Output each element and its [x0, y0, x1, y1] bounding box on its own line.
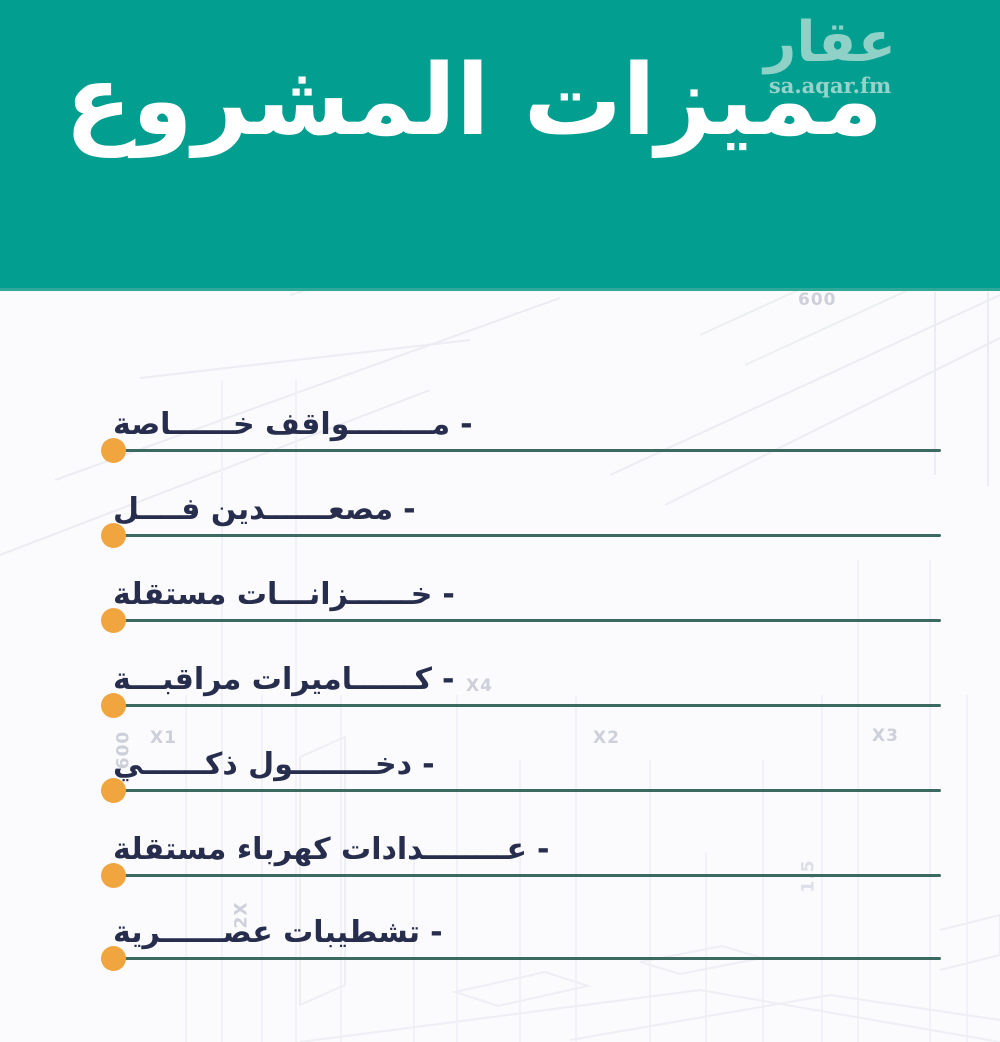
- feature-dash: -: [442, 577, 455, 612]
- feature-dash: -: [537, 832, 550, 867]
- feature-dash: -: [430, 915, 443, 950]
- feature-label: كــــــاميرات مراقبـــة: [113, 662, 432, 697]
- feature-label-row: -كــــــاميرات مراقبـــة: [113, 658, 941, 702]
- dimension-label: X1: [150, 728, 177, 748]
- bullet-dot: [101, 608, 126, 633]
- bullet-dot: [101, 523, 126, 548]
- feature-label: مصعــــــدين فــــل: [113, 492, 394, 527]
- bullet-dot: [101, 693, 126, 718]
- feature-label: عــــــــدادات كهرباء مستقلة: [113, 832, 528, 867]
- feature-item: -تشطيبات عصــــــرية: [101, 911, 941, 971]
- bullet-dot: [101, 946, 126, 971]
- feature-label: خــــــزانـــات مستقلة: [113, 577, 433, 612]
- feature-label-row: -دخــــــــول ذكــــــي: [113, 743, 941, 787]
- feature-dash: -: [403, 492, 416, 527]
- aqar-logo-text: عقار: [764, 10, 896, 75]
- feature-label: مــــــــواقف خــــــاصة: [113, 407, 451, 442]
- dimension-label: X4: [466, 676, 493, 696]
- feature-dash: -: [422, 747, 435, 782]
- feature-label: دخــــــــول ذكــــــي: [113, 747, 413, 782]
- feature-item: -خــــــزانـــات مستقلة: [101, 573, 941, 633]
- feature-line: [101, 608, 941, 633]
- feature-line: [101, 946, 941, 971]
- feature-dash: -: [441, 662, 455, 697]
- page-title: مميزات المشروع: [64, 44, 884, 158]
- feature-item: -مصعــــــدين فــــل: [101, 488, 941, 548]
- feature-item: -كــــــاميرات مراقبـــة: [101, 658, 941, 718]
- feature-label-row: -مصعــــــدين فــــل: [113, 488, 941, 532]
- header-banner: مميزات المشروع عقار sa.aqar.fm: [0, 0, 1000, 291]
- aqar-logo: عقار sa.aqar.fm: [764, 10, 896, 98]
- dimension-label: X2: [593, 728, 620, 748]
- bullet-dot: [101, 778, 126, 803]
- feature-line: [101, 863, 941, 888]
- bullet-dot: [101, 863, 126, 888]
- feature-label: تشطيبات عصــــــرية: [113, 915, 421, 950]
- feature-label-row: -مــــــــواقف خــــــاصة: [113, 403, 941, 447]
- bullet-dot: [101, 438, 126, 463]
- feature-line: [101, 693, 941, 718]
- aqar-logo-domain: sa.aqar.fm: [768, 72, 892, 98]
- feature-line: [101, 523, 941, 548]
- feature-line: [101, 438, 941, 463]
- feature-label-row: -خــــــزانـــات مستقلة: [113, 573, 941, 617]
- dimension-label: 600: [798, 290, 837, 310]
- feature-item: -دخــــــــول ذكــــــي: [101, 743, 941, 803]
- feature-line: [101, 778, 941, 803]
- feature-item: -مــــــــواقف خــــــاصة: [101, 403, 941, 463]
- feature-dash: -: [460, 407, 473, 442]
- feature-label-row: -عــــــــدادات كهرباء مستقلة: [113, 828, 941, 872]
- feature-label-row: -تشطيبات عصــــــرية: [113, 911, 941, 955]
- dimension-label: X3: [872, 726, 899, 746]
- feature-item: -عــــــــدادات كهرباء مستقلة: [101, 828, 941, 888]
